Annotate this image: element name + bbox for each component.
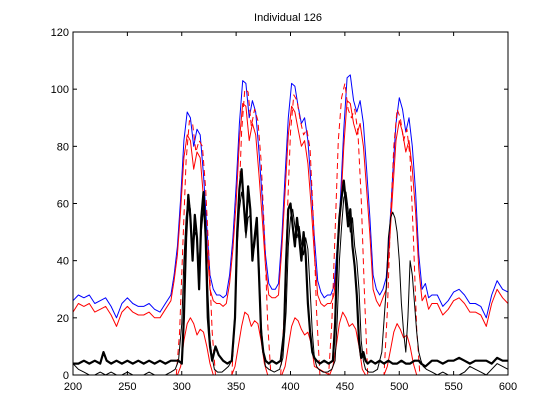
y-tick-label: 80 [57, 141, 69, 153]
x-tick-label: 450 [336, 381, 354, 393]
series-line-4 [176, 311, 420, 375]
series-line-2 [73, 100, 508, 327]
x-tick-label: 250 [118, 381, 136, 393]
y-tick-label: 60 [57, 199, 69, 211]
x-tick-label: 550 [444, 381, 462, 393]
x-tick-label: 300 [173, 381, 191, 393]
x-tick-label: 350 [227, 381, 245, 393]
x-tick-label: 500 [390, 381, 408, 393]
series-line-6 [73, 191, 508, 375]
y-tick-label: 40 [57, 256, 69, 268]
series-line-5 [73, 168, 508, 368]
series-layer [73, 74, 508, 375]
x-tick-label: 400 [281, 381, 299, 393]
series-line-1 [73, 74, 508, 319]
chart-title: Individual 126 [254, 12, 322, 24]
x-tick-label: 600 [499, 381, 517, 393]
y-tick-label: 100 [51, 84, 69, 96]
y-tick-label: 0 [63, 370, 69, 382]
y-tick-label: 120 [51, 27, 69, 39]
x-tick-label: 200 [64, 381, 82, 393]
tick-layer: 200 250 300 350 400 450 500 550 600 0 20 40 60 80 100 1… [51, 27, 518, 393]
y-tick-label: 20 [57, 313, 69, 325]
